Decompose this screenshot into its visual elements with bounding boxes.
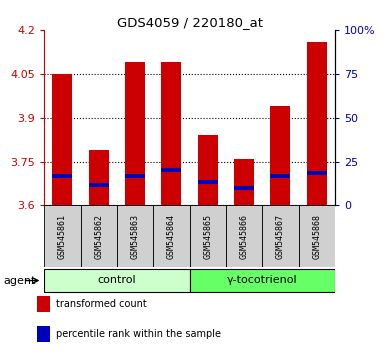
Bar [80,205,117,267]
Bar [89,183,109,187]
Bar [234,159,254,205]
Bar [307,171,327,175]
Bar [161,62,181,205]
Text: GSM545867: GSM545867 [276,214,285,259]
Bar [299,205,335,267]
Text: GSM545861: GSM545861 [58,214,67,259]
Bar [37,296,50,312]
Text: percentile rank within the sample: percentile rank within the sample [57,329,221,339]
Bar [270,174,290,178]
Text: GSM545865: GSM545865 [203,214,212,259]
Bar [52,74,72,205]
Bar [198,135,218,205]
Text: GSM545862: GSM545862 [94,214,103,259]
Text: control: control [98,275,136,285]
Bar [52,174,72,178]
Bar [37,326,50,342]
Bar [234,186,254,190]
Text: transformed count: transformed count [57,299,147,309]
Title: GDS4059 / 220180_at: GDS4059 / 220180_at [117,16,263,29]
Bar [161,169,181,172]
Bar [125,62,145,205]
Bar [44,205,80,267]
Bar [307,42,327,205]
Bar [262,205,299,267]
Bar [117,205,153,267]
Bar [270,106,290,205]
Text: γ-tocotrienol: γ-tocotrienol [227,275,298,285]
Bar [226,205,262,267]
Bar [153,205,189,267]
Text: GSM545866: GSM545866 [239,214,249,259]
Bar [125,174,145,178]
Bar [190,205,226,267]
Bar [44,269,190,292]
Bar [198,180,218,184]
Text: agent: agent [4,275,36,286]
Text: GSM545863: GSM545863 [131,214,140,259]
Bar [89,150,109,205]
Text: GSM545864: GSM545864 [167,214,176,259]
Text: GSM545868: GSM545868 [312,214,321,259]
Bar [190,269,335,292]
